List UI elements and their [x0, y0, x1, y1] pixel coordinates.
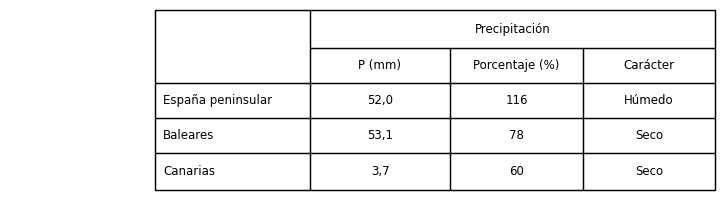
Bar [310, 118, 450, 153]
Text: Seco: Seco [635, 165, 663, 178]
Text: Carácter: Carácter [624, 59, 674, 72]
Bar [583, 48, 715, 83]
Bar [155, 10, 715, 190]
Text: Precipitación: Precipitación [475, 22, 550, 36]
Text: 116: 116 [505, 94, 528, 107]
Text: P (mm): P (mm) [358, 59, 402, 72]
Bar [310, 10, 715, 48]
Bar [450, 153, 583, 190]
Bar [155, 10, 310, 83]
Text: Húmedo: Húmedo [624, 94, 674, 107]
Text: Canarias: Canarias [163, 165, 215, 178]
Bar [583, 153, 715, 190]
Bar [310, 83, 450, 118]
Bar [310, 48, 450, 83]
Bar [155, 153, 310, 190]
Bar [583, 118, 715, 153]
Text: 78: 78 [509, 129, 524, 142]
Bar [155, 118, 310, 153]
Bar [450, 48, 583, 83]
Bar [155, 83, 310, 118]
Text: 53,1: 53,1 [367, 129, 393, 142]
Text: 52,0: 52,0 [367, 94, 393, 107]
Text: España peninsular: España peninsular [163, 94, 272, 107]
Text: Porcentaje (%): Porcentaje (%) [473, 59, 560, 72]
Bar [450, 118, 583, 153]
Text: 60: 60 [509, 165, 524, 178]
Bar [583, 83, 715, 118]
Bar [450, 83, 583, 118]
Bar [310, 153, 450, 190]
Text: 3,7: 3,7 [370, 165, 389, 178]
Text: Seco: Seco [635, 129, 663, 142]
Text: Baleares: Baleares [163, 129, 215, 142]
